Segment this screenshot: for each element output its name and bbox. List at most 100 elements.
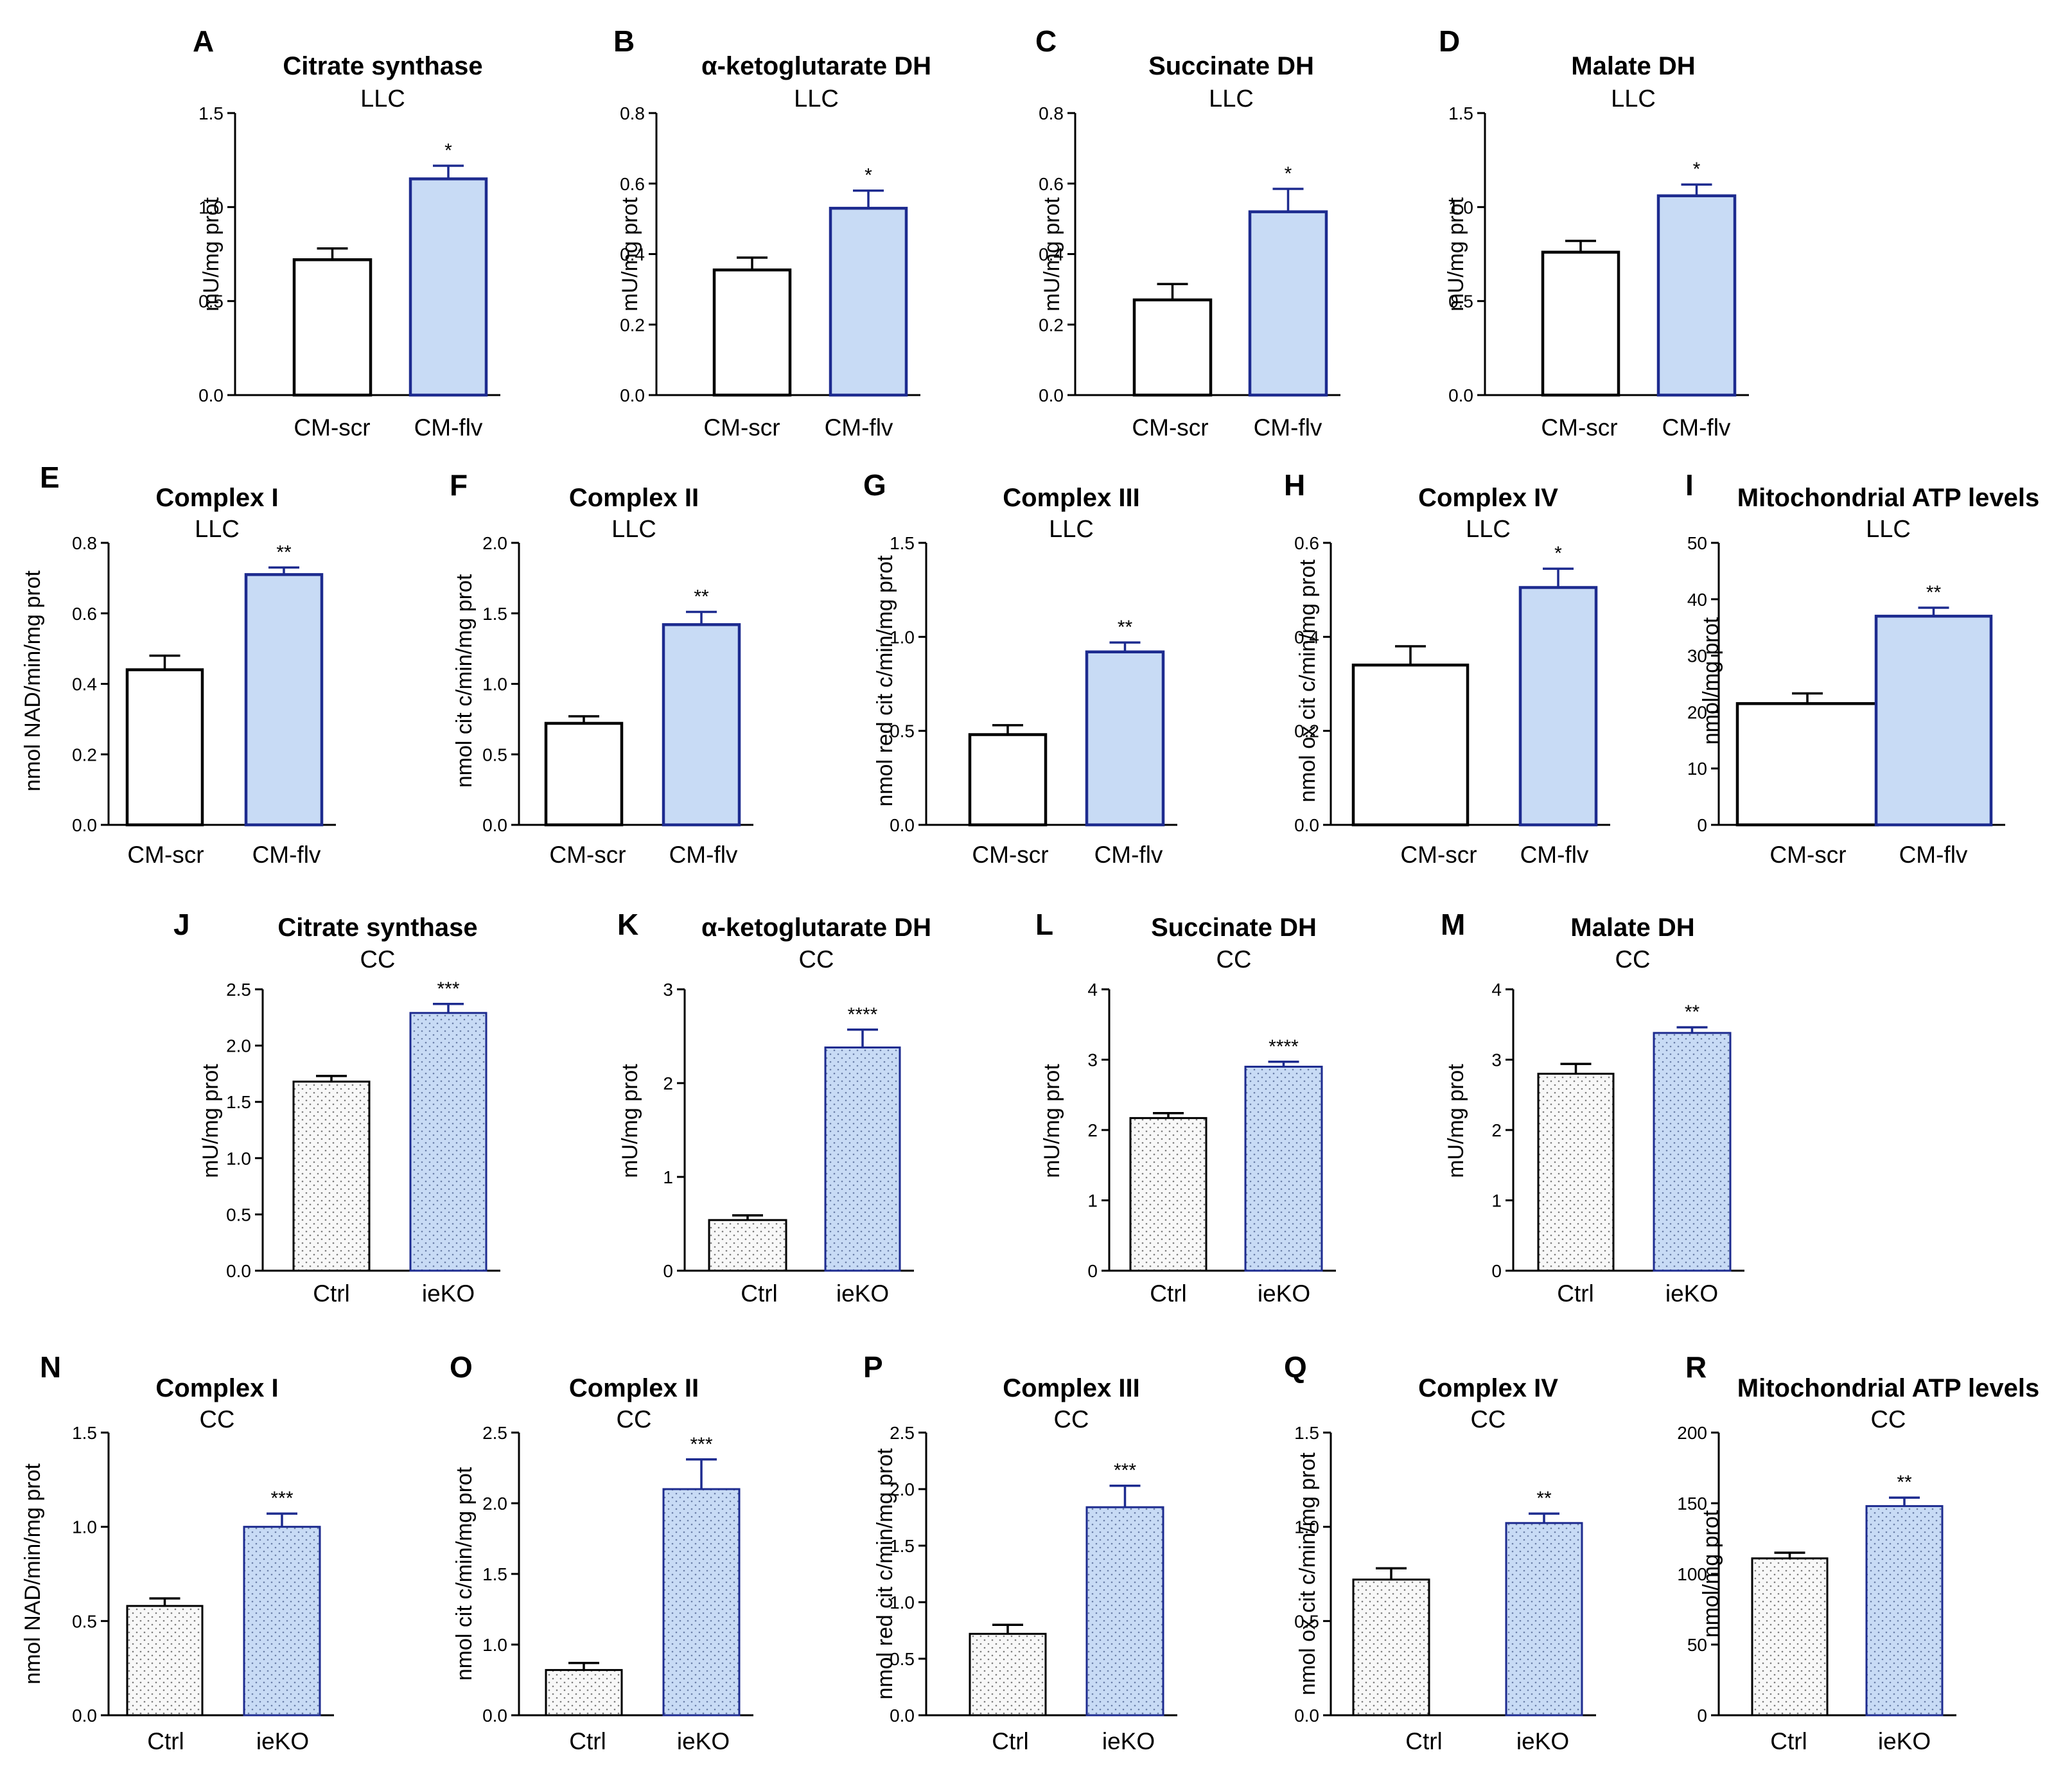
chart-subtitle: CC [360,946,396,973]
x-category-label: CM-scr [1132,414,1208,441]
bar-cm-scr [1132,298,1213,397]
y-tick-label: 0.0 [72,815,97,835]
y-tick-label: 2.0 [482,1494,507,1514]
bar-ctrl [545,1669,623,1717]
y-tick-label: 0.0 [198,385,224,405]
y-tick-label: 2.5 [226,980,251,1000]
bar-cm-flv [1248,210,1328,397]
chart-title: Citrate synthase [283,52,482,80]
x-category-label: ieKO [1878,1728,1931,1754]
y-tick-label: 0.6 [1294,533,1319,553]
y-tick-label: 0 [663,1261,673,1281]
x-category-label: Ctrl [569,1728,606,1754]
chart-title: Malate DH [1571,52,1695,80]
chart-title: Complex I [155,1374,278,1402]
y-axis-label: mU/mg prot [618,197,642,312]
panel-letter: E [40,461,60,494]
y-tick-label: 0.0 [482,815,507,835]
significance-marker: ** [1536,1488,1552,1509]
y-axis-label: nmol NAD/min/mg prot [21,570,45,791]
y-tick-label: 2.0 [482,533,507,553]
y-tick-label: 0.4 [620,245,645,265]
chart-subtitle: CC [200,1406,235,1433]
y-axis-label: mU/mg prot [1444,197,1468,312]
bar-ctrl [969,1632,1047,1717]
significance-marker: *** [437,978,459,1000]
y-tick-label: 0.0 [72,1706,97,1726]
y-tick-label: 0.2 [1039,315,1064,335]
significance-marker: ** [1118,617,1133,638]
y-tick-label: 1.5 [482,1564,507,1584]
significance-marker: * [1554,543,1562,564]
chart-panel-b: Bα-ketoglutarate DH LLC mU/mg prot 0.0 0.2 0.… [613,24,931,441]
chart-subtitle: CC [799,946,834,973]
chart-panel-p: P Complex III CC nmol red cit c/min/mg prot… [863,1350,1177,1754]
y-tick-label: 2.5 [482,1423,507,1443]
panel-letter: D [1439,24,1460,58]
y-tick-label: 0.0 [1294,815,1319,835]
panel-letter: F [450,468,468,502]
chart-panel-f: F Complex II LLC nmol cit c/min/mg prot 0.0 0… [450,468,753,868]
x-category-label: CM-flv [414,414,483,441]
chart-subtitle: CC [1054,1406,1089,1433]
y-tick-label: 0.6 [72,604,97,624]
bar-cm-scr [1541,251,1620,397]
chart-subtitle: LLC [794,85,839,112]
y-tick-label: 40 [1687,590,1707,610]
bar-ieko [243,1526,321,1717]
chart-subtitle: LLC [611,516,656,543]
bar-cm-flv [1085,650,1165,827]
y-tick-label: 1.5 [482,604,507,624]
y-tick-label: 0 [1087,1261,1098,1281]
bar-ctrl [708,1219,787,1272]
y-tick-label: 0.5 [890,721,915,741]
x-category-label: ieKO [1102,1728,1155,1754]
panel-letter: K [617,908,638,941]
chart-subtitle: CC [617,1406,652,1433]
y-tick-label: 1.5 [890,1536,915,1556]
y-axis-label: nmol ox cit c/min/mg prot [1295,1453,1320,1695]
chart-panels: A Citrate synthase LLC mU/mg prot 0.0 0.5 1.0 1… [21,24,2039,1754]
panel-letter: R [1685,1350,1707,1384]
bar-ieko [1085,1506,1164,1717]
y-tick-label: 0.0 [1039,385,1064,405]
chart-title: Complex II [569,1374,699,1402]
panel-letter: G [863,468,886,502]
y-tick-label: 1 [663,1167,673,1187]
y-tick-label: 10 [1687,759,1707,779]
y-tick-label: 0.5 [482,745,507,764]
significance-marker: ** [694,587,709,608]
y-tick-label: 0 [1697,1706,1707,1726]
bar-ctrl [1352,1578,1430,1717]
chart-title: Succinate DH [1151,914,1317,942]
y-tick-label: 0.0 [620,385,645,405]
panel-letter: M [1441,908,1465,941]
chart-title: Complex III [1003,484,1139,512]
chart-panel-a: A Citrate synthase LLC mU/mg prot 0.0 0.5 1.0 1… [193,24,500,441]
significance-marker: *** [690,1434,712,1455]
y-tick-label: 0.6 [620,174,645,194]
y-axis-label: nmol ox cit c/min/mg prot [1295,560,1320,802]
y-tick-label: 0.8 [620,103,645,123]
x-category-label: CM-flv [1899,842,1968,868]
y-tick-label: 0.5 [890,1649,915,1669]
y-tick-label: 1.0 [1448,197,1473,217]
bar-ieko [1865,1505,1944,1717]
bar-ctrl [1129,1117,1207,1272]
y-tick-label: 0.0 [226,1261,251,1281]
bar-cm-scr [712,268,792,397]
y-axis-label: nmol red cit c/min/mg prot [873,1448,897,1700]
x-category-label: CM-scr [1769,842,1846,868]
x-category-label: Ctrl [1770,1728,1807,1754]
x-category-label: Ctrl [1150,1280,1187,1307]
y-tick-label: 150 [1677,1494,1707,1514]
chart-subtitle: CC [1216,946,1252,973]
y-tick-label: 0.2 [1294,721,1319,741]
chart-subtitle: LLC [1209,85,1254,112]
chart-title: Mitochondrial ATP levels [1737,484,2039,512]
y-tick-label: 0.0 [482,1706,507,1726]
chart-subtitle: LLC [195,516,240,543]
